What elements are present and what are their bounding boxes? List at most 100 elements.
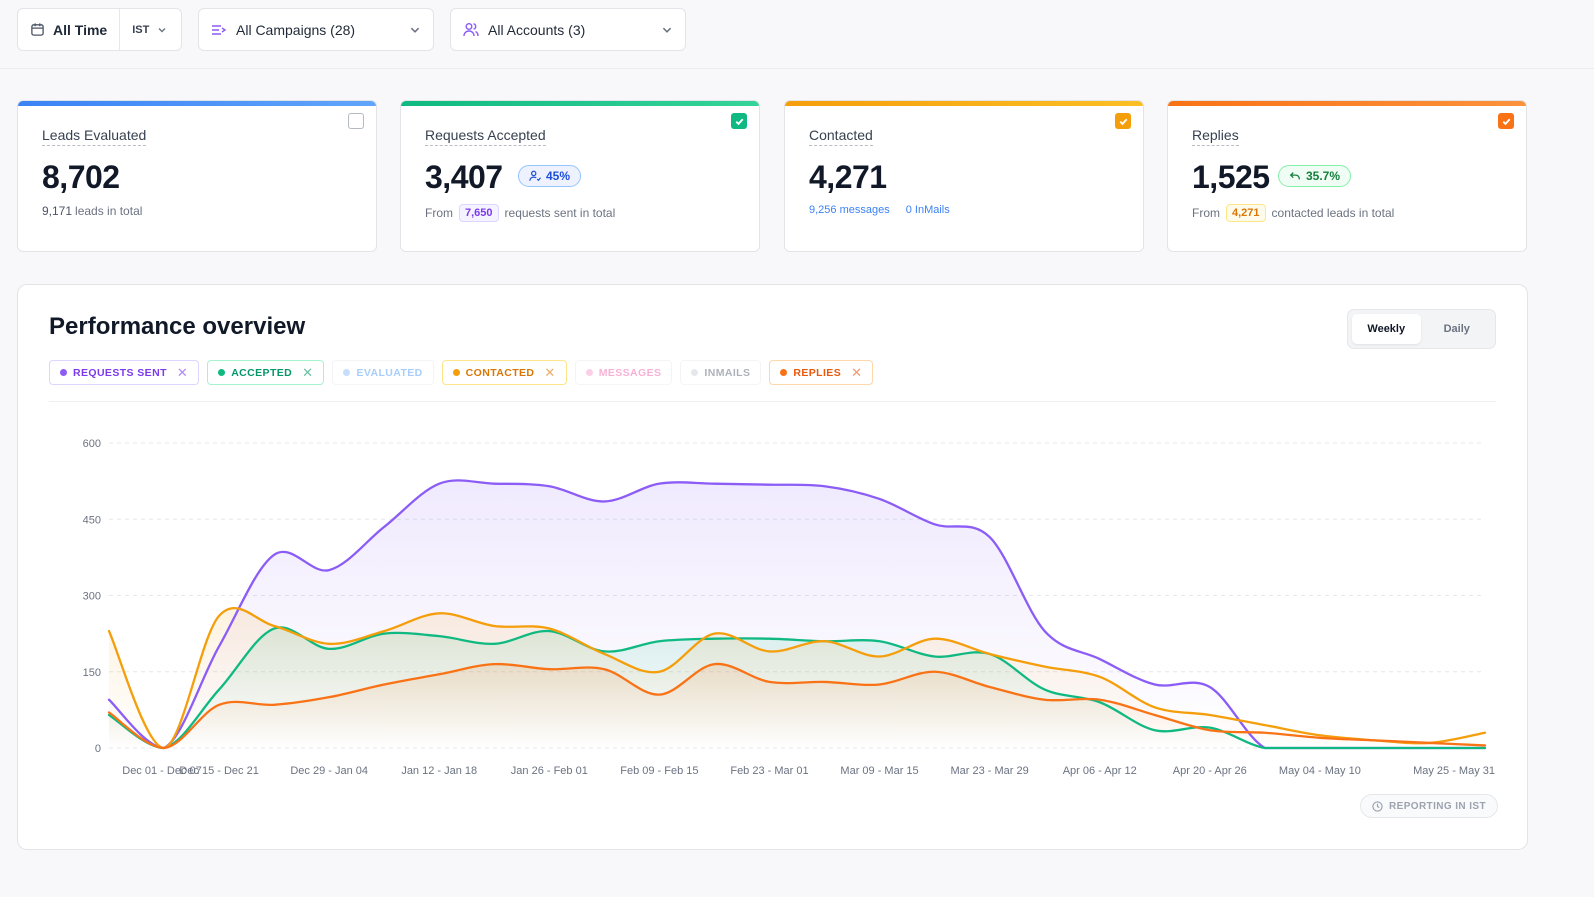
x-tick-label: Dec 29 - Jan 04 xyxy=(290,765,368,777)
chevron-down-icon xyxy=(662,27,672,33)
series-checkbox[interactable] xyxy=(348,113,364,129)
reply-rate-badge: 35.7% xyxy=(1278,165,1352,187)
campaigns-dropdown[interactable]: All Campaigns (28) xyxy=(198,8,434,51)
x-tick-label: Mar 23 - Mar 29 xyxy=(951,765,1029,777)
messages-count-link[interactable]: 9,256 messages xyxy=(809,204,890,216)
card-value: 8,702 xyxy=(42,159,120,195)
legend-label: INMAILS xyxy=(704,366,751,379)
date-range-label: All Time xyxy=(53,21,108,38)
date-range-dropdown[interactable]: All Time xyxy=(18,9,121,50)
legend-chip-evaluated[interactable]: EVALUATED xyxy=(332,360,434,385)
legend-dot xyxy=(585,369,593,376)
legend-dot xyxy=(452,369,460,376)
card-sub-number: 9,171 xyxy=(42,204,73,218)
card-value: 4,271 xyxy=(809,159,887,195)
card-sub-text: leads in total xyxy=(75,204,143,218)
stat-card-leads-evaluated: Leads Evaluated 8,702 9,171 leads in tot… xyxy=(17,100,377,252)
legend-label: ACCEPTED xyxy=(231,366,293,379)
legend-chip-accepted[interactable]: ACCEPTED ✕ xyxy=(207,360,325,385)
stat-card-replies: Replies 1,525 35.7% From 4,271 contacted… xyxy=(1167,100,1527,252)
series-area xyxy=(109,663,1485,748)
card-accent-bar xyxy=(1168,101,1526,106)
x-tick-label: May 04 - May 10 xyxy=(1279,765,1361,777)
series-line xyxy=(107,626,1487,750)
close-icon[interactable]: ✕ xyxy=(176,364,189,380)
y-tick-label: 450 xyxy=(83,514,101,526)
reply-arrow-icon xyxy=(1289,172,1300,180)
card-value: 3,407 xyxy=(425,159,503,195)
panel-divider xyxy=(49,401,1496,402)
chevron-down-icon xyxy=(410,27,420,33)
series-legend: REQUESTS SENT ✕ ACCEPTED ✕ EVALUATED CON… xyxy=(49,360,874,386)
campaign-list-icon xyxy=(212,24,227,35)
x-tick-label: May 25 - May 31 xyxy=(1413,765,1495,777)
check-icon xyxy=(1502,118,1510,125)
close-icon[interactable]: ✕ xyxy=(302,364,314,380)
stat-card-requests-accepted: Requests Accepted 3,407 45% From 7,650 r… xyxy=(400,100,760,252)
legend-dot xyxy=(60,369,67,376)
x-tick-label: Apr 20 - Apr 26 xyxy=(1173,765,1247,777)
legend-label: CONTACTED xyxy=(465,366,535,379)
date-range-filter: All Time IST xyxy=(17,8,182,51)
card-sub-prefix: From xyxy=(1192,206,1220,220)
accounts-label: All Accounts (3) xyxy=(488,21,586,38)
legend-dot xyxy=(343,369,351,376)
y-tick-label: 0 xyxy=(95,743,101,755)
series-line xyxy=(107,662,1487,750)
card-value: 1,525 xyxy=(1192,159,1270,195)
badge-value: 45% xyxy=(546,169,571,183)
series-line xyxy=(107,479,1487,750)
badge-value: 35.7% xyxy=(1306,169,1341,183)
legend-chip-contacted[interactable]: CONTACTED ✕ xyxy=(441,360,567,385)
series-checkbox[interactable] xyxy=(1115,113,1131,129)
users-icon xyxy=(463,23,479,37)
legend-chip-requests-sent[interactable]: REQUESTS SENT ✕ xyxy=(49,360,200,385)
performance-title: Performance overview xyxy=(49,313,306,340)
x-tick-label: Dec 01 - Dec 07 xyxy=(122,765,201,777)
accounts-dropdown[interactable]: All Accounts (3) xyxy=(450,8,686,51)
calendar-icon xyxy=(31,23,44,36)
card-sub-text: contacted leads in total xyxy=(1271,206,1395,220)
x-tick-label: Jan 26 - Feb 01 xyxy=(511,765,588,777)
legend-chip-inmails[interactable]: INMAILS xyxy=(680,360,762,385)
series-checkbox[interactable] xyxy=(1498,113,1514,129)
card-subtext: 9,256 messages 0 InMails xyxy=(809,204,950,216)
timezone-dropdown[interactable]: IST xyxy=(120,24,179,36)
card-subtext: From 4,271 contacted leads in total xyxy=(1192,204,1394,222)
legend-dot xyxy=(218,369,226,376)
legend-label: REPLIES xyxy=(793,366,842,379)
reporting-timezone-badge: REPORTING IN IST xyxy=(1360,794,1498,818)
card-sub-number: 7,650 xyxy=(459,204,499,222)
card-title: Replies xyxy=(1192,127,1239,146)
user-check-icon xyxy=(529,170,541,182)
daily-toggle-button[interactable]: Daily xyxy=(1443,323,1470,335)
weekly-toggle-button[interactable]: Weekly xyxy=(1352,314,1421,344)
timezone-label: IST xyxy=(132,23,150,36)
legend-chip-messages[interactable]: MESSAGES xyxy=(574,360,673,385)
series-checkbox[interactable] xyxy=(731,113,747,129)
card-sub-prefix: From xyxy=(425,206,453,220)
series-line xyxy=(107,607,1487,750)
card-accent-bar xyxy=(401,101,759,106)
x-tick-label: Apr 06 - Apr 12 xyxy=(1063,765,1137,777)
campaigns-label: All Campaigns (28) xyxy=(236,21,356,38)
close-icon[interactable]: ✕ xyxy=(544,364,556,380)
y-tick-label: 600 xyxy=(83,438,101,450)
close-icon[interactable]: ✕ xyxy=(851,364,863,380)
filter-bar: All Time IST All Campaigns (28) All Acco… xyxy=(0,0,1594,69)
granularity-toggle: Weekly Daily xyxy=(1347,309,1496,349)
reporting-timezone-label: REPORTING IN IST xyxy=(1389,800,1486,812)
card-accent-bar xyxy=(785,101,1143,106)
card-title: Leads Evaluated xyxy=(42,127,147,146)
y-tick-label: 300 xyxy=(83,591,101,603)
legend-dot xyxy=(691,369,699,376)
legend-label: EVALUATED xyxy=(356,366,423,379)
chevron-down-icon xyxy=(158,27,166,32)
clock-icon xyxy=(1372,800,1383,812)
card-subtext: 9,171 leads in total xyxy=(42,204,142,218)
x-tick-label: Feb 23 - Mar 01 xyxy=(730,765,808,777)
inmails-count-link[interactable]: 0 InMails xyxy=(905,204,950,216)
legend-chip-replies[interactable]: REPLIES ✕ xyxy=(769,360,874,385)
card-title: Requests Accepted xyxy=(425,127,546,146)
